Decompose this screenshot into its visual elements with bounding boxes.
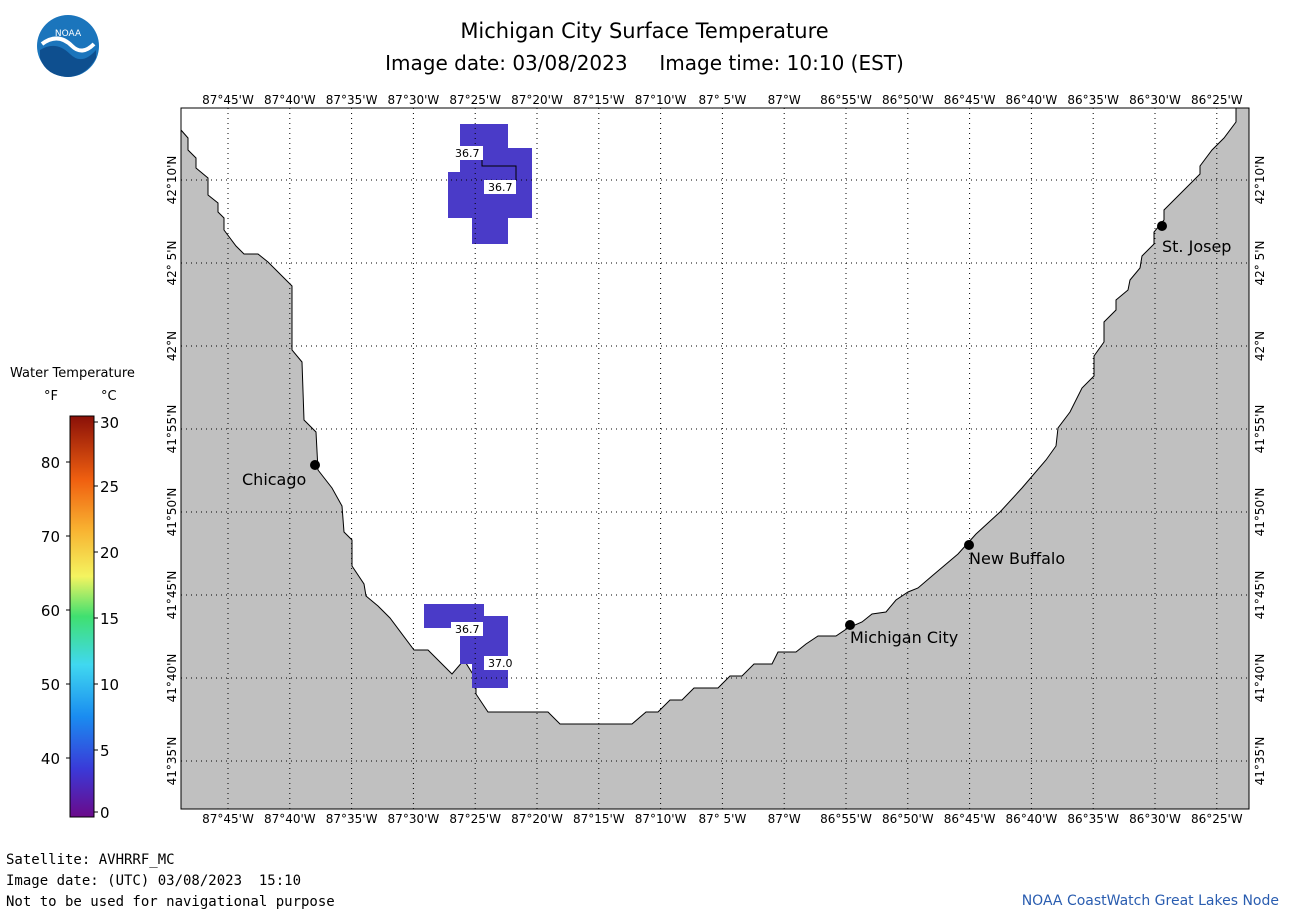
city-new-buffalo: New Buffalo (969, 549, 1065, 568)
lat-label-left-7: 41°35'N (165, 737, 179, 786)
lat-label-left-4: 41°50'N (165, 488, 179, 537)
temperature-labels: 36.7 36.7 36.7 37.0 (451, 146, 517, 670)
temp-label-2: 36.7 (488, 181, 513, 194)
lon-label-top-7: 87°10'W (635, 93, 687, 107)
city-dot-st-joseph (1157, 221, 1167, 231)
lon-label-top-11: 86°50'W (882, 93, 934, 107)
city-dot-new-buffalo (964, 540, 974, 550)
lon-label-bottom-0: 87°45'W (202, 812, 254, 826)
f-tick-40: 40 (41, 750, 60, 768)
lon-label-bottom-5: 87°20'W (511, 812, 563, 826)
temp-label-4: 37.0 (488, 657, 513, 670)
lon-label-top-3: 87°30'W (388, 93, 440, 107)
city-markers: St. Josep Chicago New Buffalo Michigan C… (242, 221, 1231, 647)
lat-label-right-1: 42° 5'N (1253, 241, 1267, 286)
city-st-joseph: St. Josep (1162, 237, 1231, 256)
lon-label-top-0: 87°45'W (202, 93, 254, 107)
lon-label-top-1: 87°40'W (264, 93, 316, 107)
legend-unit-c: °C (101, 389, 117, 404)
lat-label-left-3: 41°55'N (165, 405, 179, 454)
latitude-labels-left: 42°10'N 42° 5'N 42°N 41°55'N 41°50'N 41°45'N 4… (165, 156, 179, 786)
lat-label-left-1: 42° 5'N (165, 241, 179, 286)
lon-label-top-16: 86°25'W (1191, 93, 1243, 107)
lon-label-bottom-16: 86°25'W (1191, 812, 1243, 826)
map-grid (181, 108, 1249, 809)
lon-label-top-5: 87°20'W (511, 93, 563, 107)
c-tick-25: 25 (100, 478, 119, 496)
lon-label-top-8: 87° 5'W (698, 93, 746, 107)
image-time: Image time: 10:10 (EST) (659, 51, 904, 75)
lon-label-bottom-14: 86°35'W (1067, 812, 1119, 826)
city-dot-chicago (310, 460, 320, 470)
lon-label-top-15: 86°30'W (1129, 93, 1181, 107)
disclaimer: Not to be used for navigational purpose (6, 894, 335, 910)
lon-label-top-9: 87°W (768, 93, 801, 107)
c-tick-15: 15 (100, 610, 119, 628)
page-title: Michigan City Surface Temperature (460, 19, 829, 43)
lat-label-right-6: 41°40'N (1253, 654, 1267, 703)
satellite-info: Satellite: AVHRRF_MC (6, 852, 175, 868)
logo-text: NOAA (55, 29, 82, 39)
credit: NOAA CoastWatch Great Lakes Node (1021, 893, 1279, 909)
lon-label-bottom-13: 86°40'W (1006, 812, 1058, 826)
lon-label-top-2: 87°35'W (326, 93, 378, 107)
lon-label-bottom-10: 86°55'W (820, 812, 872, 826)
lon-label-bottom-1: 87°40'W (264, 812, 316, 826)
color-scale: 80 70 60 50 40 30 25 20 15 10 5 0 (41, 414, 119, 822)
lon-label-top-4: 87°25'W (449, 93, 501, 107)
c-tick-10: 10 (100, 676, 119, 694)
city-dot-michigan-city (845, 620, 855, 630)
image-date-time: Image date: 03/08/2023 Image time: 10:10… (0, 51, 1289, 75)
lat-label-left-5: 41°45'N (165, 571, 179, 620)
legend-title: Water Temperature (10, 366, 135, 381)
lat-label-left-2: 42°N (165, 331, 179, 361)
lat-label-left-0: 42°10'N (165, 156, 179, 205)
f-tick-70: 70 (41, 528, 60, 546)
lon-label-bottom-11: 86°50'W (882, 812, 934, 826)
f-tick-80: 80 (41, 454, 60, 472)
lat-label-right-2: 42°N (1253, 331, 1267, 361)
lon-label-bottom-4: 87°25'W (449, 812, 501, 826)
lon-label-top-12: 86°45'W (944, 93, 996, 107)
lon-label-bottom-7: 87°10'W (635, 812, 687, 826)
f-tick-60: 60 (41, 602, 60, 620)
lat-label-right-0: 42°10'N (1253, 156, 1267, 205)
lat-label-right-3: 41°55'N (1253, 405, 1267, 454)
noaa-logo: NOAA (36, 14, 100, 82)
longitude-labels-top: 87°45'W 87°40'W 87°35'W 87°30'W 87°25'W 87°20… (202, 93, 1243, 107)
lat-label-right-7: 41°35'N (1253, 737, 1267, 786)
lon-label-top-10: 86°55'W (820, 93, 872, 107)
map-frame (180, 107, 1250, 810)
lat-label-left-6: 41°40'N (165, 654, 179, 703)
lon-label-bottom-6: 87°15'W (573, 812, 625, 826)
lat-label-right-5: 41°45'N (1253, 571, 1267, 620)
image-date: Image date: 03/08/2023 (385, 51, 628, 75)
lon-label-bottom-9: 87°W (768, 812, 801, 826)
lat-label-right-4: 41°50'N (1253, 488, 1267, 537)
city-michigan-city: Michigan City (850, 628, 958, 647)
temp-label-1: 36.7 (455, 147, 480, 160)
lon-label-bottom-12: 86°45'W (944, 812, 996, 826)
lon-label-bottom-3: 87°30'W (388, 812, 440, 826)
lon-label-top-6: 87°15'W (573, 93, 625, 107)
legend-unit-f: °F (44, 389, 58, 404)
city-chicago: Chicago (242, 470, 306, 489)
c-tick-0: 0 (100, 804, 110, 822)
lon-label-bottom-8: 87° 5'W (698, 812, 746, 826)
longitude-labels-bottom: 87°45'W 87°40'W 87°35'W 87°30'W 87°25'W 87°20… (202, 812, 1243, 826)
lon-label-top-13: 86°40'W (1006, 93, 1058, 107)
lon-label-bottom-2: 87°35'W (326, 812, 378, 826)
color-scale-bar (69, 415, 95, 818)
c-tick-20: 20 (100, 544, 119, 562)
utc-date: Image date: (UTC) 03/08/2023 15:10 (6, 873, 302, 889)
c-tick-5: 5 (100, 742, 110, 760)
latitude-labels-right: 42°10'N 42° 5'N 42°N 41°55'N 41°50'N 41°45'N 4… (1253, 156, 1267, 786)
temp-label-3: 36.7 (455, 623, 480, 636)
lon-label-top-14: 86°35'W (1067, 93, 1119, 107)
c-tick-30: 30 (100, 414, 119, 432)
lon-label-bottom-15: 86°30'W (1129, 812, 1181, 826)
f-tick-50: 50 (41, 676, 60, 694)
